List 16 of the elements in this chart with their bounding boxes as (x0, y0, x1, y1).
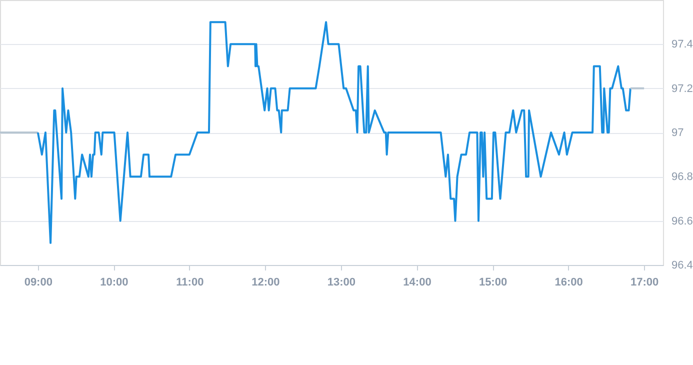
y-tick-label: 97 (672, 127, 684, 139)
x-tick-label: 09:00 (24, 276, 52, 288)
x-tick-label: 13:00 (327, 276, 356, 288)
x-tick-label: 14:00 (403, 276, 432, 288)
x-tick-label: 10:00 (100, 276, 128, 288)
y-tick-label: 96.4 (672, 260, 693, 272)
y-tick-label: 96.6 (672, 215, 693, 228)
y-tick-label: 96.8 (672, 171, 693, 184)
line-series (36, 21, 632, 244)
y-tick-label: 97.4 (672, 38, 693, 51)
x-tick-label: 12:00 (252, 276, 280, 288)
x-tick-label: 16:00 (554, 276, 583, 288)
x-tick-label: 17:00 (630, 276, 659, 288)
x-tick-label: 11:00 (176, 276, 204, 288)
y-tick-label: 97.2 (672, 82, 693, 95)
x-tick-label: 15:00 (478, 276, 508, 288)
